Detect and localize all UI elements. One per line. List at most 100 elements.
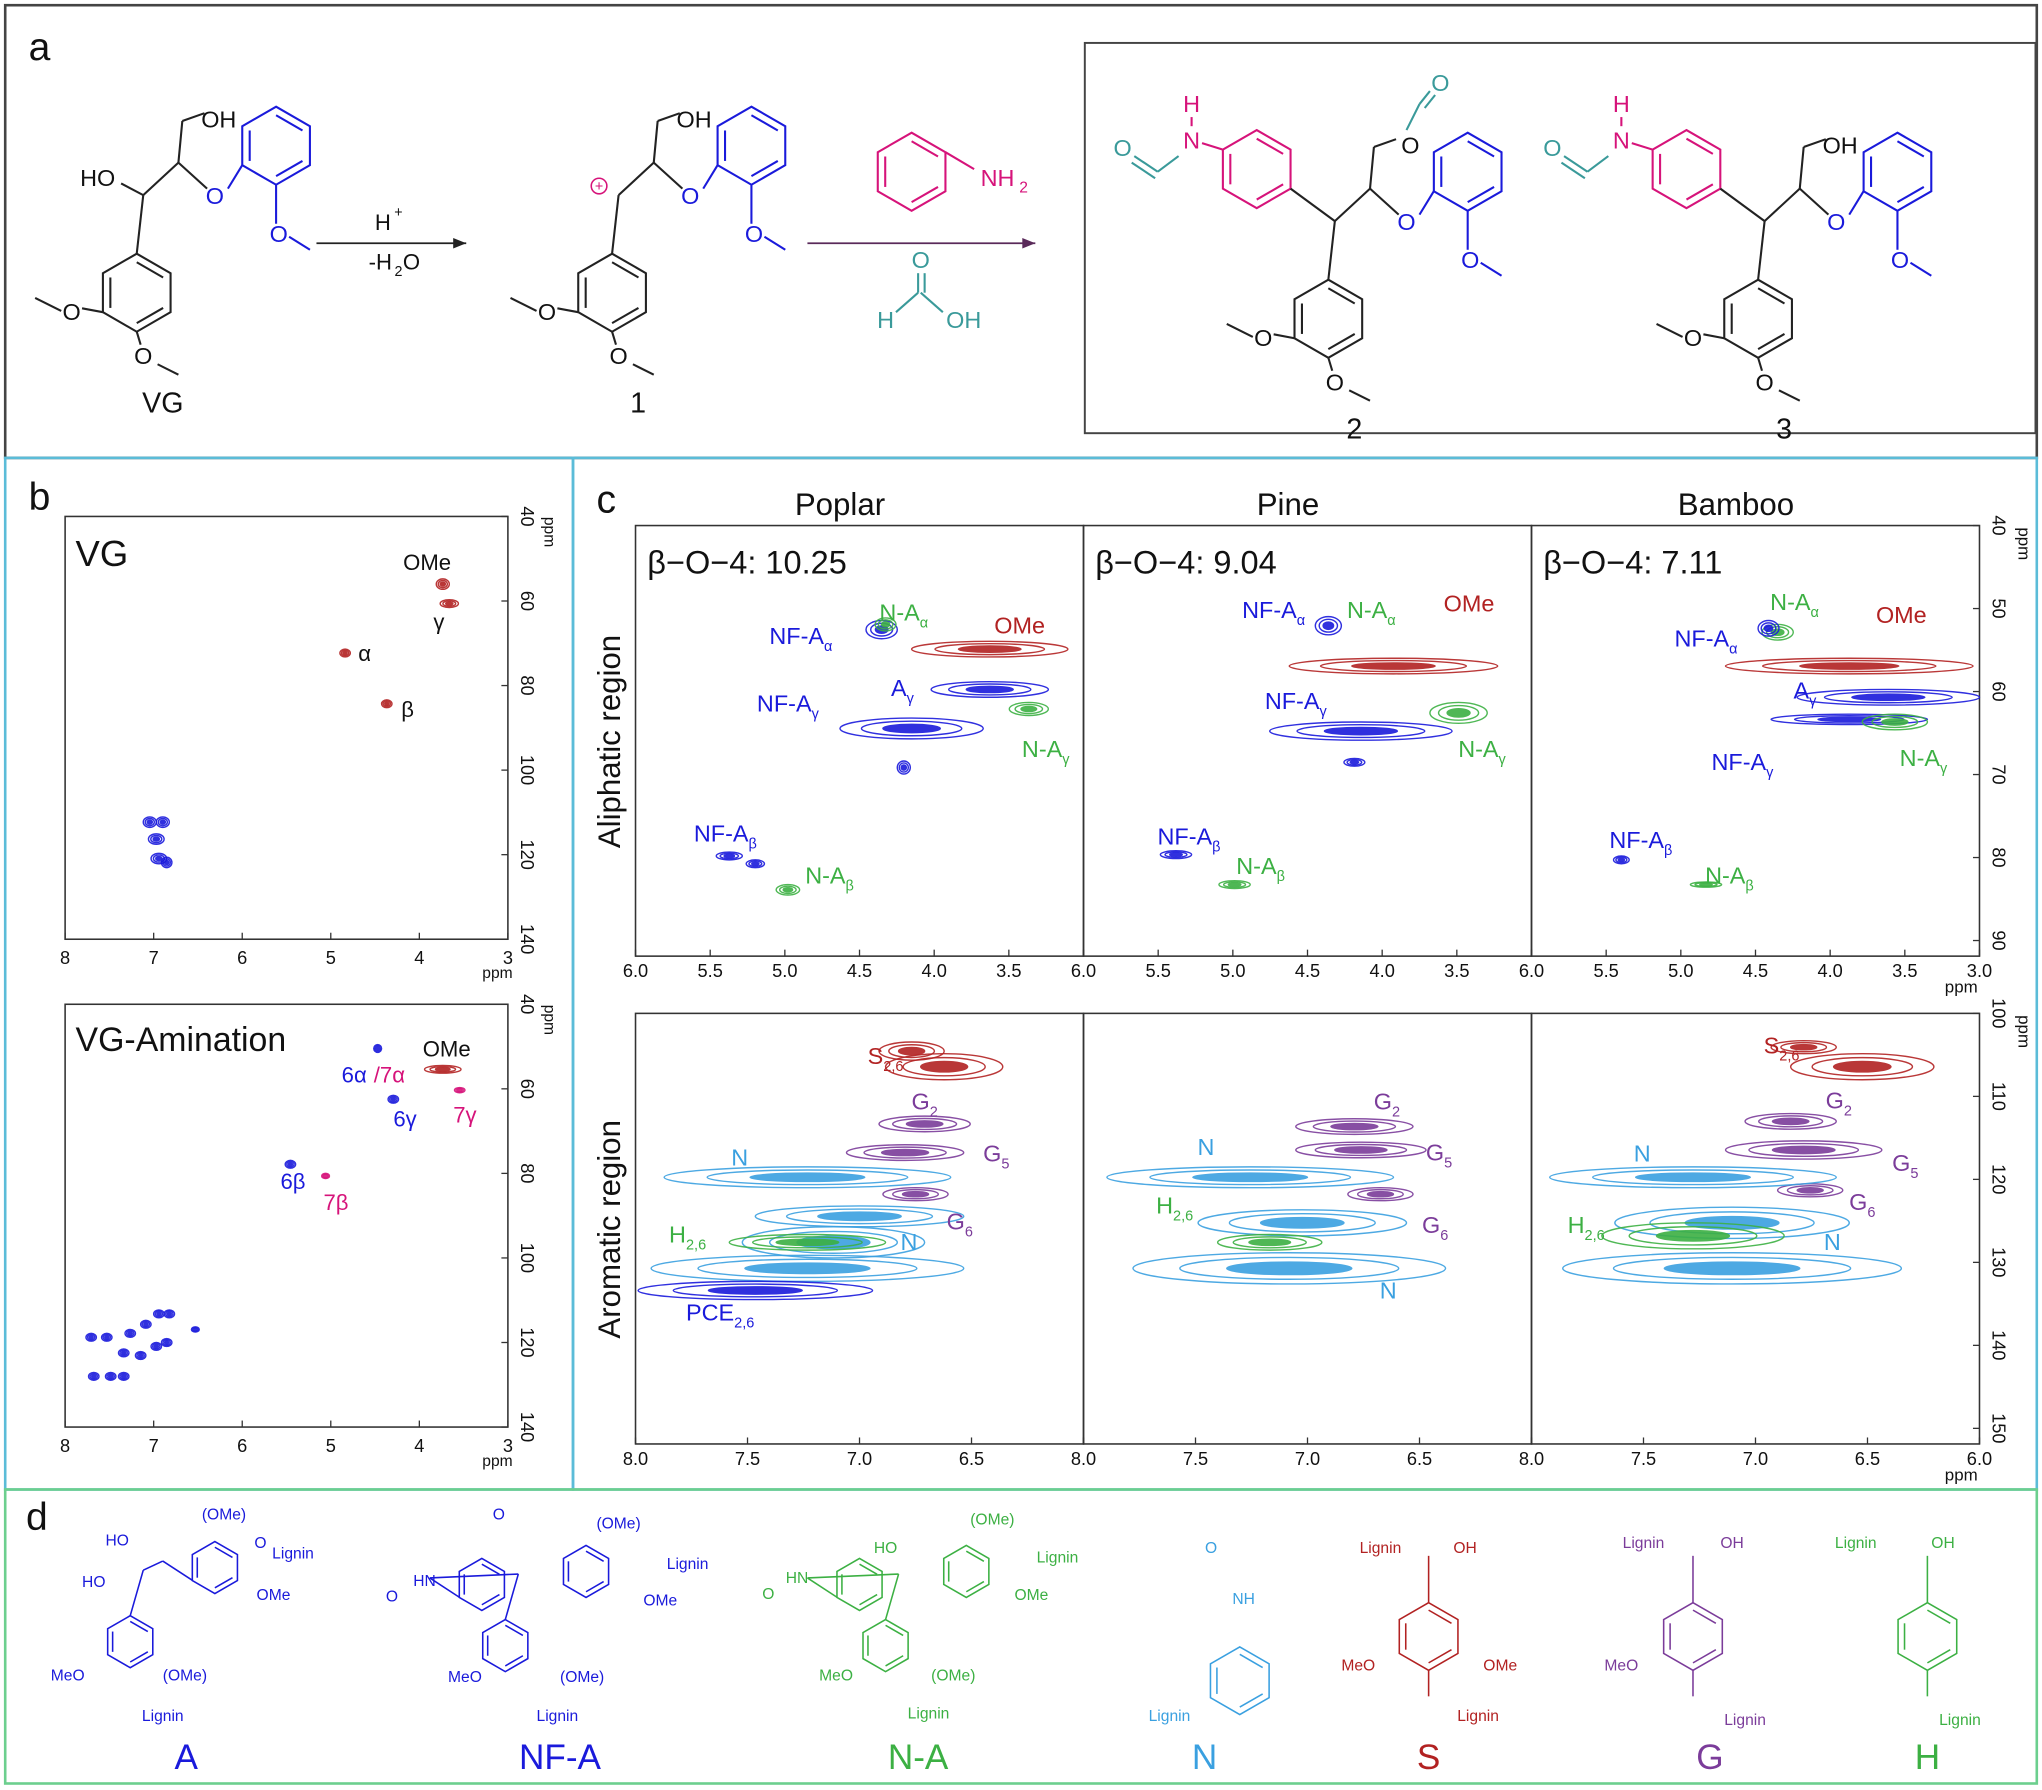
label-main: G — [1426, 1139, 1444, 1165]
atom-label: O — [1543, 135, 1561, 161]
nmr-contour — [1758, 1115, 1824, 1128]
nmr-contour — [164, 1310, 174, 1318]
compound-label: 1 — [630, 387, 646, 419]
peak-label: N-Aβ — [1236, 853, 1285, 885]
peak-label: NF-Aβ — [694, 821, 757, 853]
nmr-contour — [102, 1333, 112, 1341]
nmr-contour — [1226, 1261, 1353, 1276]
x-tick-label: 8 — [60, 1436, 70, 1456]
label-main: S — [868, 1043, 884, 1069]
nmr-contour — [117, 1348, 130, 1358]
y-tick-label: 90 — [1989, 930, 2009, 950]
plot-frame — [64, 1003, 509, 1428]
peak-label: G6 — [1422, 1212, 1448, 1244]
nmr-contour — [150, 834, 163, 844]
nmr-contour — [1446, 707, 1471, 718]
reagent: + — [394, 205, 402, 221]
nmr-contour — [1724, 657, 1974, 675]
bond — [136, 307, 164, 325]
peak-label: 7γ — [453, 1103, 476, 1128]
structure-label: O — [254, 1535, 266, 1552]
bond — [585, 1550, 605, 1562]
x-tick-label: 6 — [237, 1436, 247, 1456]
structure-label: OMe — [643, 1592, 677, 1609]
y-tick-label: 60 — [517, 591, 537, 611]
nmr-contour — [1761, 659, 1937, 673]
bond — [227, 164, 244, 190]
peak-label: NF-Aγ — [757, 691, 820, 723]
nmr-contour — [957, 645, 1022, 653]
nmr-contour — [1323, 726, 1399, 736]
ring — [862, 1618, 909, 1673]
atom-label: O — [1401, 133, 1419, 159]
nmr-contour — [1295, 1141, 1427, 1159]
structure-label: MeO — [1341, 1657, 1375, 1674]
label-sub: 5 — [1910, 1166, 1918, 1182]
nmr-contour — [741, 1226, 926, 1259]
nmr-contour — [1106, 1166, 1395, 1189]
x-unit: ppm — [1945, 978, 1978, 997]
label-sub: β — [749, 837, 757, 853]
nmr-contour — [156, 1311, 162, 1317]
atom-label: O — [538, 299, 556, 325]
x-tick-label: 5.5 — [698, 961, 723, 981]
label-sub: β — [846, 878, 854, 894]
peak-label: G5 — [1892, 1150, 1918, 1182]
bond — [859, 1563, 878, 1575]
nmr-contour — [1164, 851, 1188, 859]
nmr-contour — [1222, 881, 1247, 889]
peak-label: N-Aα — [1770, 589, 1819, 621]
panel-label: d — [26, 1496, 48, 1539]
label-sub: 6 — [1867, 1205, 1875, 1221]
peak-label: N-Aβ — [805, 862, 854, 894]
nmr-contour — [124, 1328, 137, 1339]
y-tick-label: 130 — [1989, 1247, 2009, 1277]
nmr-contour — [910, 640, 1069, 658]
peak-label: 6γ — [393, 1107, 416, 1132]
label-sub: 2,6 — [883, 1059, 903, 1075]
bond — [1798, 146, 1805, 189]
nmr-contour — [107, 1374, 114, 1379]
panel-a-frame — [3, 3, 2039, 460]
bond — [965, 1550, 985, 1562]
nmr-contour — [878, 1041, 945, 1061]
nmr-contour — [877, 619, 894, 630]
bond — [585, 1580, 605, 1593]
panel-label: b — [29, 476, 51, 519]
panel-label: c — [596, 479, 616, 522]
nmr-contour — [1789, 1043, 1818, 1051]
bond — [1256, 137, 1284, 155]
bond — [1803, 138, 1827, 148]
nmr-contour — [439, 581, 447, 587]
bond — [429, 1577, 461, 1599]
label-main: N-A — [879, 600, 920, 626]
x-tick-label: 6.5 — [1855, 1449, 1880, 1469]
column-title: Poplar — [795, 487, 885, 522]
nmr-contour — [286, 1160, 295, 1168]
nmr-contour — [146, 819, 154, 825]
bond — [1368, 146, 1375, 189]
bond — [142, 1560, 164, 1571]
nmr-contour — [1314, 1143, 1408, 1157]
bond — [652, 120, 659, 163]
nmr-contour — [191, 1326, 199, 1333]
nmr-contour — [1020, 705, 1038, 713]
label-main: N-A — [1458, 736, 1499, 762]
bond — [1418, 190, 1435, 216]
structure-label: MeO — [51, 1668, 85, 1685]
bond — [806, 1577, 838, 1599]
x-tick-label: 6.0 — [1519, 961, 1544, 981]
nmr-contour — [193, 1327, 198, 1332]
nmr-contour — [383, 701, 390, 707]
bond — [1586, 155, 1609, 173]
nmr-contour — [1617, 857, 1626, 863]
nmr-contour — [1295, 1118, 1414, 1136]
x-tick-label: 4.0 — [922, 961, 947, 981]
structure-label: Lignin — [667, 1556, 709, 1573]
nmr-contour — [1796, 688, 1981, 706]
nmr-contour — [845, 1144, 965, 1162]
label-main: G — [1374, 1089, 1392, 1115]
label-sub: γ — [1809, 694, 1817, 710]
label-main: NF-A — [1674, 626, 1729, 652]
y-tick-label: 60 — [1989, 681, 2009, 701]
